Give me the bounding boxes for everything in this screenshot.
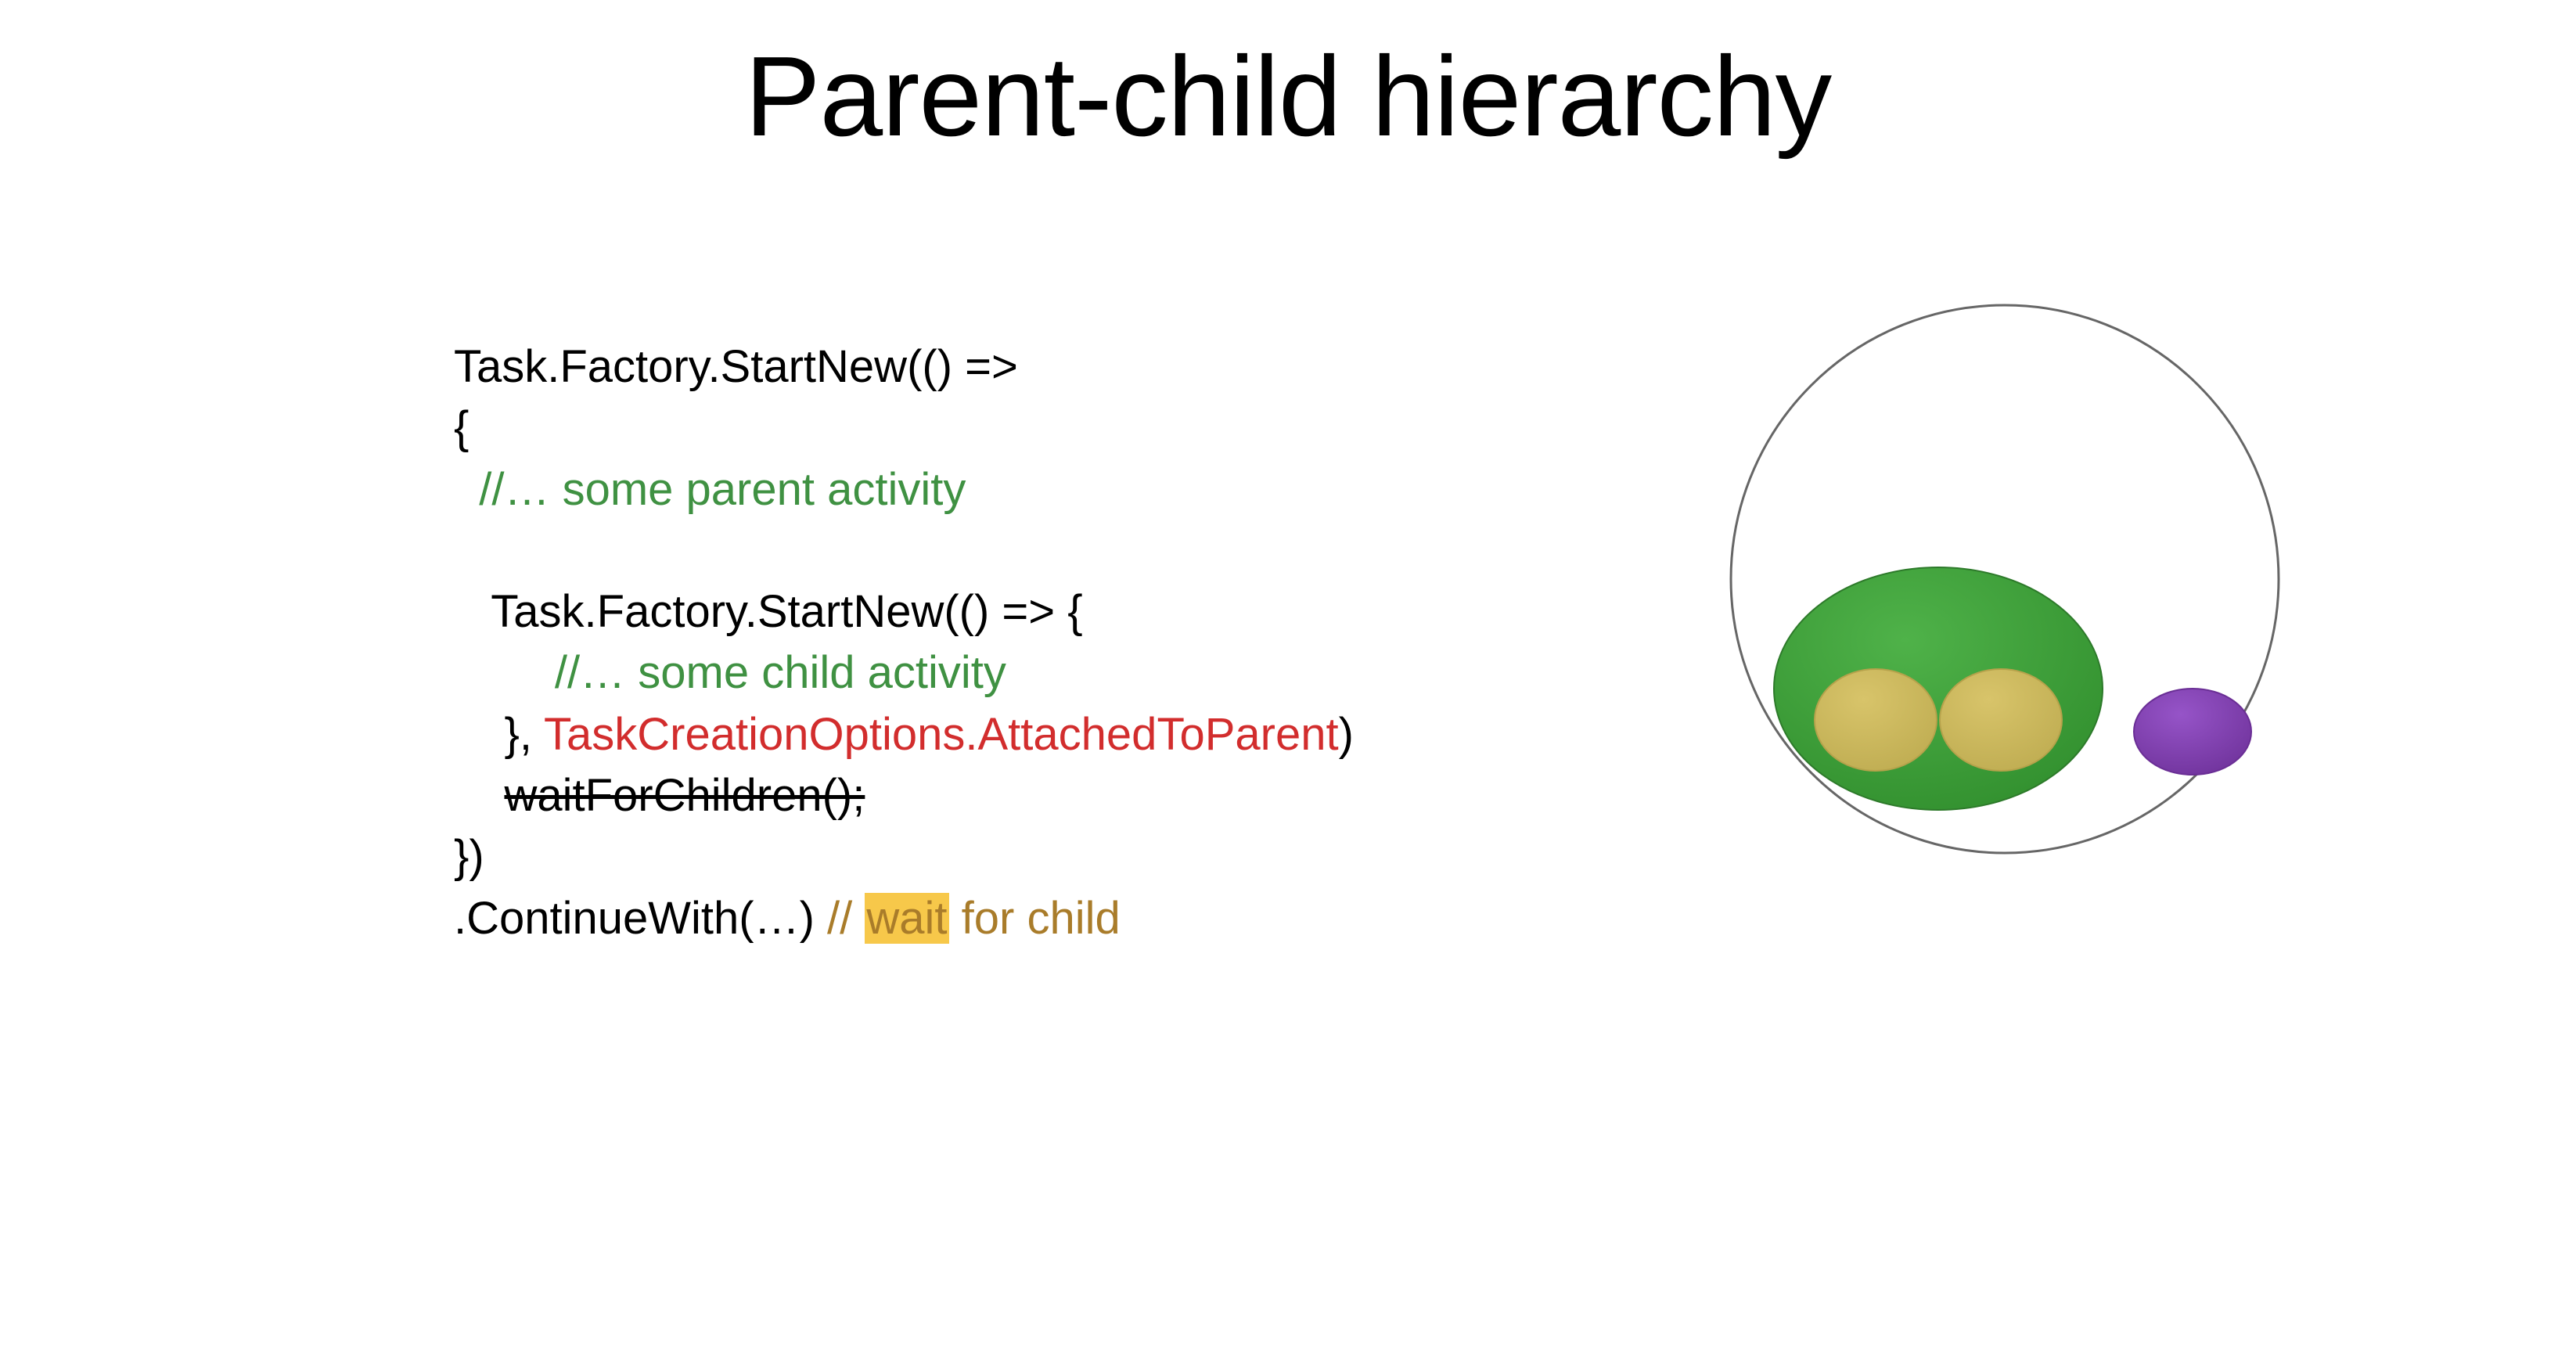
code-line-1: Task.Factory.StartNew(() =>: [454, 341, 1018, 392]
code-task-option: TaskCreationOptions.AttachedToParent: [544, 709, 1339, 760]
code-line-3-indent: [454, 464, 479, 515]
child-yellow-ellipse-2: [1940, 669, 2062, 771]
child-yellow-ellipse-1: [1815, 669, 1937, 771]
code-line-6-suffix: ): [1339, 709, 1354, 760]
code-wait-highlight: wait: [865, 893, 948, 944]
code-line-8: }): [454, 831, 484, 882]
code-parent-comment: //… some parent activity: [479, 464, 966, 515]
code-struck-line: waitForChildren();: [504, 770, 865, 821]
code-line-2: {: [454, 402, 469, 453]
hierarchy-diagram: [1723, 297, 2286, 861]
code-line-7-indent: [454, 770, 504, 821]
code-line-9-prefix: .ContinueWith(…): [454, 893, 827, 944]
parent-green-ellipse: [1774, 567, 2103, 810]
code-child-comment: //… some child activity: [555, 647, 1006, 698]
code-line-6-indent: },: [454, 709, 544, 760]
slide-title: Parent-child hierarchy: [745, 31, 1831, 162]
code-wait-comment: // wait for child: [827, 893, 1121, 944]
code-snippet: Task.Factory.StartNew(() => { //… some p…: [454, 336, 1354, 949]
sibling-purple-ellipse: [2134, 689, 2251, 775]
code-line-4: Task.Factory.StartNew(() => {: [454, 586, 1083, 637]
code-line-5-indent: [454, 647, 555, 698]
